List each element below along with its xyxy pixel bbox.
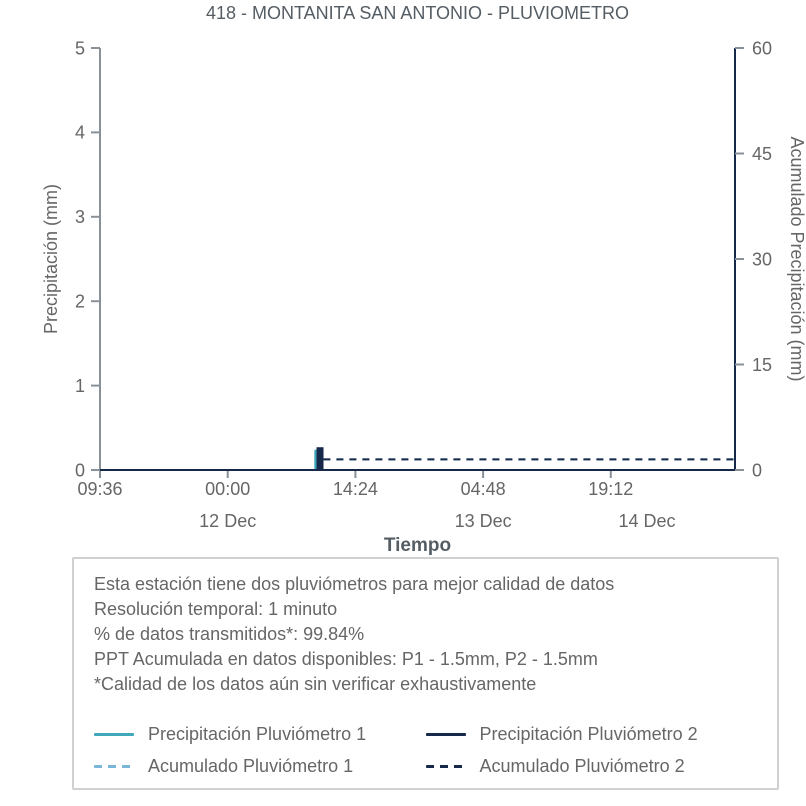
legend-line-sample-precipitation-p2 [425, 733, 466, 736]
legend-line-sample-accumulated-p1 [94, 765, 134, 768]
precipitation-spike-bar [316, 447, 324, 470]
right-axis-tick-label: 15 [752, 355, 772, 375]
left-axis-tick-label: 4 [75, 123, 85, 143]
left-axis-tick-label: 2 [75, 292, 85, 312]
legend-item-accumulated-p2: Acumulado Pluviómetro 2 [425, 756, 758, 777]
info-line-accumulated: PPT Acumulada en datos disponibles: P1 -… [94, 649, 598, 669]
right-axis-tick-label: 45 [752, 144, 772, 164]
legend-line-sample-precipitation-p1 [94, 733, 134, 736]
legend-line-sample-accumulated-p2 [425, 765, 466, 768]
chart-legend: Precipitación Pluviómetro 1 Precipitació… [94, 724, 757, 777]
left-axis-title: Precipitación (mm) [41, 184, 61, 334]
left-axis-tick-label: 0 [75, 460, 85, 480]
right-axis-tick-label: 0 [752, 460, 762, 480]
x-axis-time-label: 00:00 [205, 479, 250, 499]
legend-label-accumulated-p2: Acumulado Pluviómetro 2 [479, 756, 685, 776]
right-axis-title: Acumulado Precipitación (mm) [787, 136, 806, 381]
info-line-description: Esta estación tiene dos pluviómetros par… [94, 574, 615, 594]
legend-item-precipitation-p1: Precipitación Pluviómetro 1 [94, 724, 426, 745]
info-line-transmitted: % de datos transmitidos*: 99.84% [94, 624, 365, 644]
station-info-lines: Esta estación tiene dos pluviómetros par… [94, 572, 757, 697]
x-axis-time-label: 19:12 [588, 479, 633, 499]
legend-label-precipitation-p1: Precipitación Pluviómetro 1 [148, 724, 367, 744]
legend-item-accumulated-p1: Acumulado Pluviómetro 1 [94, 756, 426, 777]
info-line-resolution: Resolución temporal: 1 minuto [94, 599, 338, 619]
legend-label-accumulated-p1: Acumulado Pluviómetro 1 [148, 756, 354, 776]
x-axis-date-label: 13 Dec [455, 511, 512, 531]
x-axis-time-label: 14:24 [333, 479, 378, 499]
station-info-box: Esta estación tiene dos pluviómetros par… [72, 557, 779, 790]
series [100, 447, 735, 471]
chart-title: 418 - MONTANITA SAN ANTONIO - PLUVIOMETR… [205, 3, 630, 23]
x-axis-title: Tiempo [384, 535, 451, 556]
series-line [100, 458, 735, 471]
x-axis-date-label: 14 Dec [618, 511, 675, 531]
info-line-quality-note: *Calidad de los datos aún sin verificar … [94, 674, 537, 694]
left-axis-tick-label: 1 [75, 376, 85, 396]
x-axis-time-label: 04:48 [461, 479, 506, 499]
legend-label-precipitation-p2: Precipitación Pluviómetro 2 [479, 724, 698, 744]
legend-item-precipitation-p2: Precipitación Pluviómetro 2 [425, 724, 758, 745]
left-axis-tick-label: 5 [75, 38, 85, 58]
series-line [100, 458, 735, 471]
left-axis-tick-label: 3 [75, 207, 85, 227]
right-axis-tick-label: 30 [752, 249, 772, 269]
x-axis-date-label: 12 Dec [199, 511, 256, 531]
right-axis-tick-label: 60 [752, 38, 772, 58]
x-axis-time-label: 09:36 [77, 479, 122, 499]
